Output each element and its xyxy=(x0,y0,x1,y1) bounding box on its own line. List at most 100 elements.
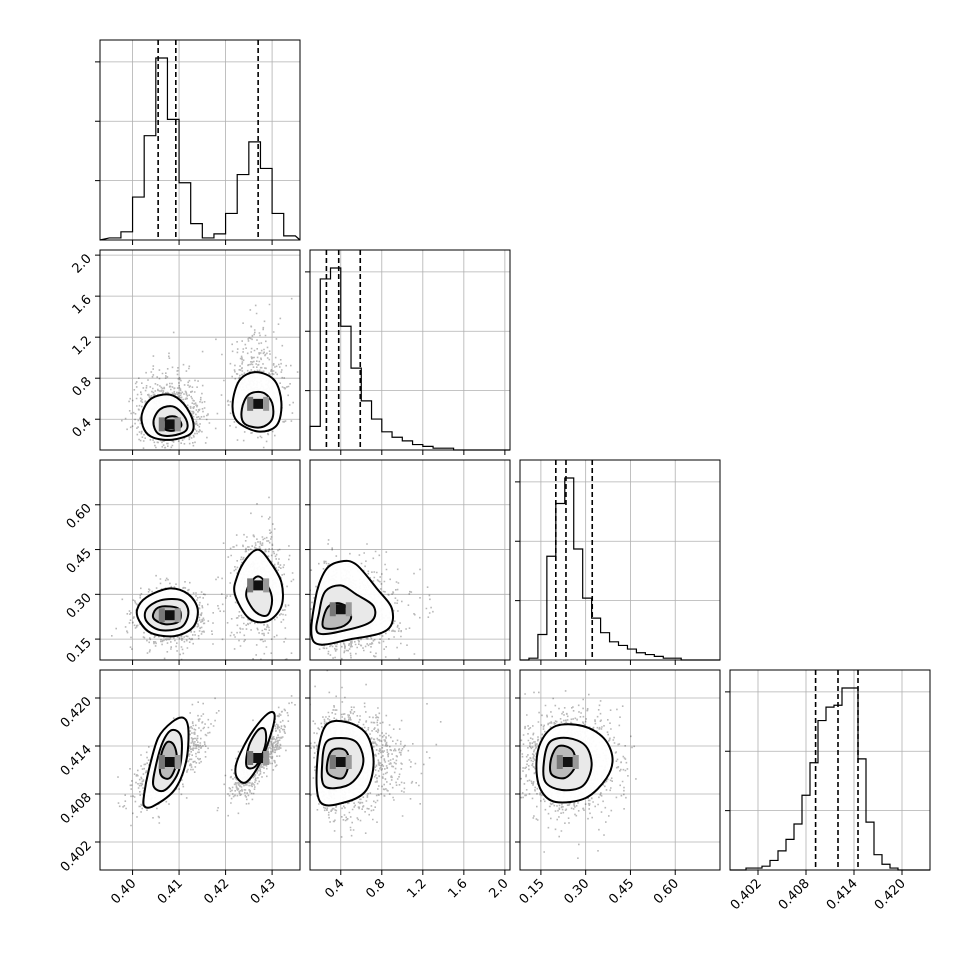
density-peak-1 xyxy=(253,398,264,409)
scatter-panel-0-1: 0.4 0.8 1.2 1.6 2.0 xyxy=(70,249,301,455)
y-tick-label: 1.6 xyxy=(70,292,95,317)
histogram-step-line xyxy=(730,687,930,871)
density-shade-right-1 xyxy=(263,396,270,411)
y-tick-label: 0.408 xyxy=(58,790,95,827)
contour-level-2 xyxy=(549,744,577,780)
panel-frame xyxy=(99,669,301,871)
contour-level-3 xyxy=(231,371,283,433)
x-tick-label: 0.40 xyxy=(108,876,139,907)
panel-frame xyxy=(519,669,721,871)
x-tick-label: 0.414 xyxy=(824,876,861,913)
y-tick-label: 0.45 xyxy=(64,546,95,577)
density-shade-1 xyxy=(247,578,254,593)
contour-level-0 xyxy=(315,719,375,807)
scatter-panel-1-3: 0.4 0.8 1.2 1.6 2.0 xyxy=(305,669,512,901)
x-tick-label: 0.15 xyxy=(517,876,548,907)
panel-frame xyxy=(99,249,301,451)
x-tick-label: 0.43 xyxy=(248,876,279,907)
x-tick-label: 0.402 xyxy=(728,876,765,913)
panel-frame xyxy=(99,39,301,241)
x-tick-label: 0.45 xyxy=(606,876,637,907)
contour-level-1 xyxy=(143,597,190,632)
density-shade-right-0 xyxy=(174,608,181,623)
contour-level-4 xyxy=(240,390,275,429)
y-tick-label: 0.4 xyxy=(70,415,95,440)
density-shade-right-0 xyxy=(174,417,181,432)
density-shade-0 xyxy=(158,417,165,432)
contour-level-0 xyxy=(310,559,395,646)
x-tick-label: 1.2 xyxy=(404,876,429,901)
density-peak-1 xyxy=(253,580,264,591)
y-tick-label: 2.0 xyxy=(70,251,95,276)
contour-level-4 xyxy=(245,726,268,770)
density-peak-0 xyxy=(335,604,346,615)
histogram-panel-0 xyxy=(95,39,301,245)
panel-frame xyxy=(729,669,931,871)
sample-points xyxy=(117,695,296,827)
density-shade-right-0 xyxy=(174,755,181,769)
scatter-panel-2-3: 0.15 0.30 0.45 0.60 xyxy=(515,669,721,907)
density-shade-1 xyxy=(247,751,254,765)
sample-points xyxy=(121,297,299,450)
x-tick-label: 0.420 xyxy=(872,876,909,913)
density-peak-0 xyxy=(164,419,175,430)
y-tick-label: 0.15 xyxy=(64,635,95,666)
density-peak-0 xyxy=(335,757,346,767)
sample-points xyxy=(310,670,442,838)
sample-cluster xyxy=(520,690,637,859)
sample-cluster xyxy=(310,670,442,838)
density-peak-1 xyxy=(253,753,264,763)
density-shade-0 xyxy=(158,755,165,769)
x-tick-label: 0.4 xyxy=(322,876,347,901)
histogram-panel-1 xyxy=(305,249,511,455)
x-tick-label: 0.408 xyxy=(776,876,813,913)
scatter-panel-0-3: 0.40 0.41 0.42 0.43 0.402 0.408 0.414 0.420 xyxy=(58,669,301,907)
contour-level-1 xyxy=(542,736,593,792)
contour-level-3 xyxy=(234,710,276,784)
contour-level-1 xyxy=(315,584,377,636)
y-tick-label: 0.30 xyxy=(64,591,95,622)
density-shade-0 xyxy=(158,608,165,623)
density-shade-0 xyxy=(329,755,336,769)
panel-frame xyxy=(309,459,511,661)
contour-level-1 xyxy=(152,405,189,437)
contour-level-2 xyxy=(158,740,178,780)
y-tick-label: 0.8 xyxy=(70,374,95,399)
sample-points xyxy=(310,539,434,660)
density-shade-right-0 xyxy=(345,602,352,617)
histogram-step-line xyxy=(99,57,301,241)
sample-points xyxy=(520,690,637,859)
density-shade-0 xyxy=(329,602,336,617)
density-peak-0 xyxy=(164,610,175,621)
panel-frame xyxy=(99,459,301,661)
scatter-panel-1-2 xyxy=(305,459,511,665)
contour-level-0 xyxy=(140,393,195,441)
y-tick-label: 0.414 xyxy=(58,742,95,779)
contour-level-1 xyxy=(151,728,183,793)
panel-frame xyxy=(309,669,511,871)
panel-frame xyxy=(519,459,721,661)
y-tick-label: 0.60 xyxy=(64,501,95,532)
panel-frame xyxy=(309,249,511,451)
x-tick-label: 0.60 xyxy=(651,876,682,907)
contour-level-0 xyxy=(142,716,190,809)
sample-points xyxy=(111,496,295,660)
x-tick-label: 0.8 xyxy=(363,876,388,901)
contour-level-2 xyxy=(325,747,351,780)
x-tick-label: 0.30 xyxy=(561,876,592,907)
y-tick-label: 0.420 xyxy=(58,694,95,731)
x-tick-label: 0.42 xyxy=(201,876,232,907)
density-peak-0 xyxy=(562,757,573,767)
density-shade-right-1 xyxy=(263,578,270,593)
y-tick-label: 1.2 xyxy=(70,333,95,358)
contour-level-0 xyxy=(135,587,199,638)
x-tick-label: 0.41 xyxy=(155,876,186,907)
contour-level-1 xyxy=(320,736,365,790)
histogram-panel-2 xyxy=(515,459,721,665)
scatter-panel-0-2: 0.15 0.30 0.45 0.60 xyxy=(64,459,301,666)
histogram-step-line xyxy=(309,267,510,451)
density-peak-0 xyxy=(164,757,175,767)
histogram-step-line xyxy=(520,477,720,661)
density-shade-right-0 xyxy=(572,755,579,769)
density-shade-0 xyxy=(556,755,563,769)
